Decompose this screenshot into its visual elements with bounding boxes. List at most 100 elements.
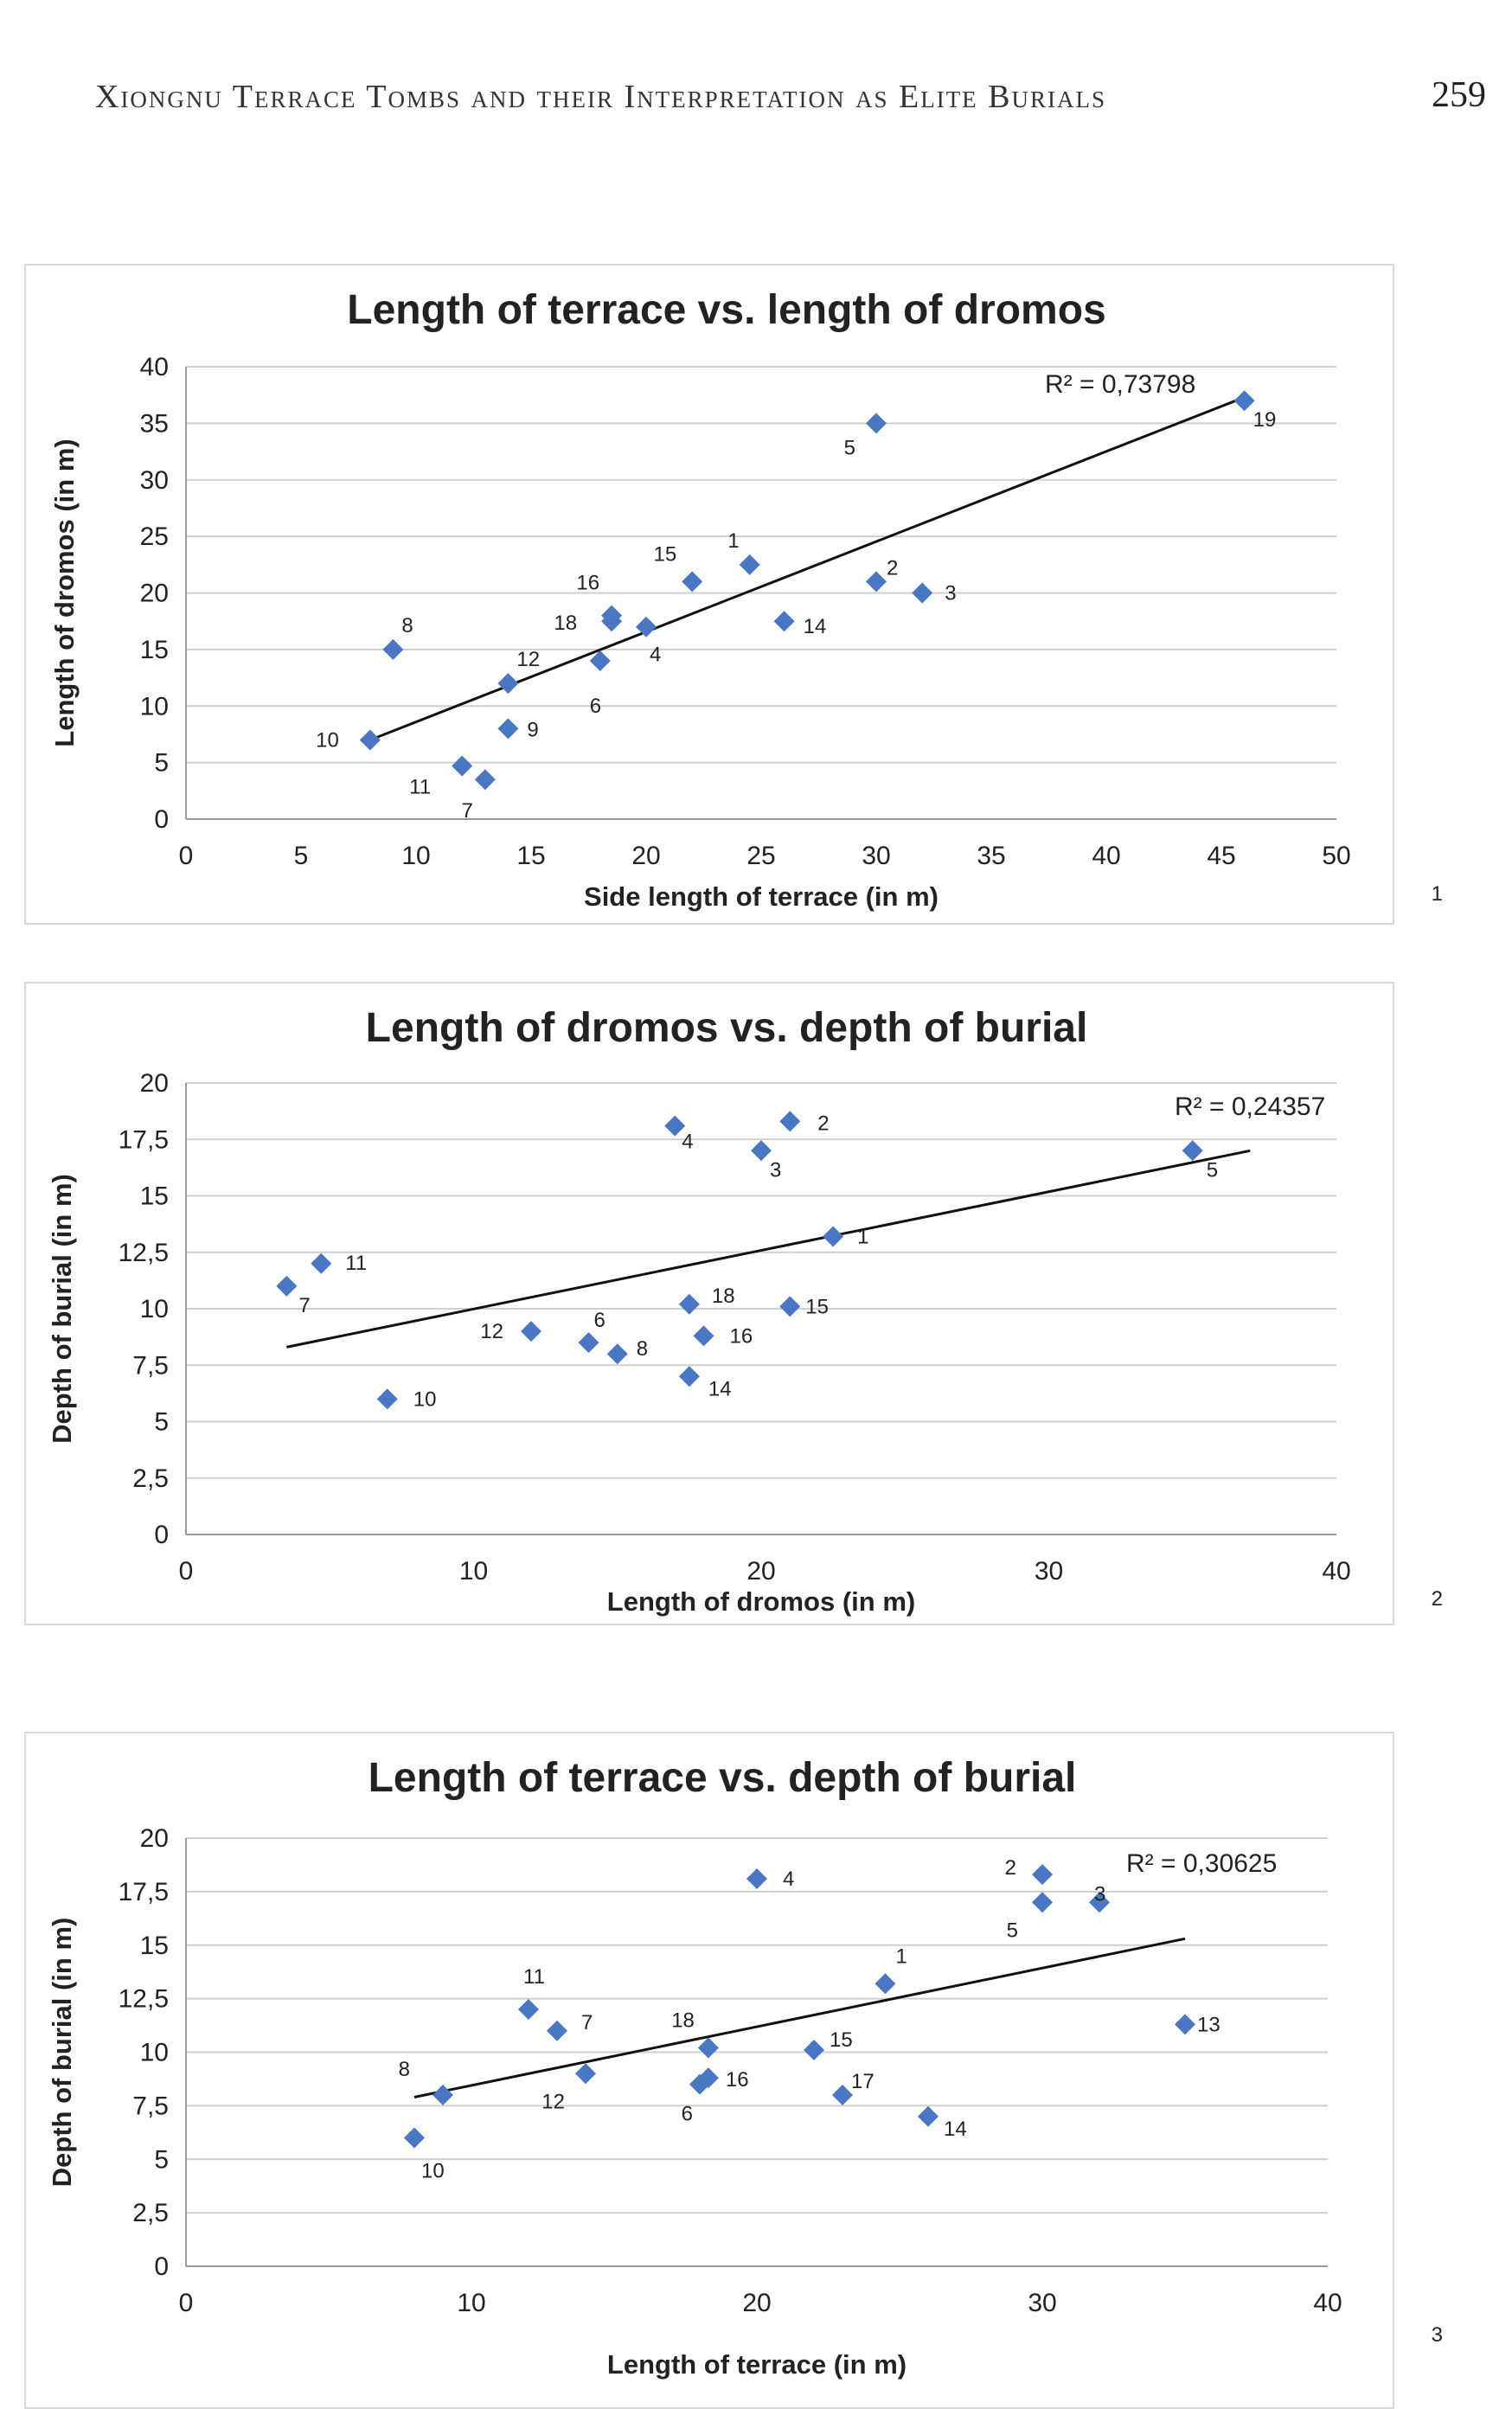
y-tick-label: 5 [154, 749, 169, 778]
data-point-8 [432, 2085, 453, 2105]
point-label-11: 11 [409, 776, 431, 799]
data-point-8 [606, 1343, 628, 1365]
data-point-14 [918, 2105, 939, 2127]
point-label-5: 5 [1207, 1158, 1218, 1182]
x-tick-label: 45 [1207, 842, 1235, 870]
point-label-3: 3 [945, 582, 956, 605]
point-label-1: 1 [857, 1225, 868, 1248]
point-label-18: 18 [671, 2009, 695, 2033]
trendline [286, 1149, 1251, 1349]
point-label-1: 1 [896, 1944, 907, 1968]
y-tick-label: 15 [140, 1932, 169, 1960]
data-point-16 [693, 1325, 714, 1347]
data-point-3 [1089, 1892, 1110, 1913]
chart-3-frame: 0 2,5 5 7,5 10 12,5 15 17,5 20 0 10 20 30 40 Length of… [24, 1732, 1394, 2409]
y-tick-label: 2,5 [132, 1464, 169, 1493]
data-point-5 [1032, 1892, 1053, 1913]
point-label-14: 14 [708, 1377, 732, 1400]
y-tick-label: 15 [140, 1182, 169, 1211]
x-tick-label: 50 [1322, 842, 1350, 870]
y-tick-label: 20 [140, 580, 169, 608]
point-label-4: 4 [682, 1131, 693, 1154]
point-label-15: 15 [653, 542, 676, 566]
x-tick-label: 40 [1322, 1557, 1350, 1586]
point-label-15: 15 [805, 1295, 829, 1318]
running-head: Xiongnu Terrace Tombs and their Interpre… [95, 79, 1107, 115]
data-point-19 [1233, 390, 1255, 412]
point-label-3: 3 [1094, 1882, 1105, 1906]
point-label-15: 15 [830, 2028, 853, 2052]
data-point-15 [804, 2040, 824, 2061]
data-point-11 [518, 1999, 539, 2020]
point-label-7: 7 [581, 2011, 593, 2034]
y-tick-label: 2,5 [132, 2199, 169, 2227]
x-tick-label: 20 [631, 842, 660, 870]
data-point-4 [664, 1115, 686, 1137]
point-label-2: 2 [887, 556, 898, 580]
data-point-11 [452, 755, 473, 777]
x-tick-label: 40 [1092, 842, 1120, 870]
data-point-6 [589, 650, 611, 671]
point-label-6: 6 [590, 695, 601, 718]
point-label-3: 3 [770, 1158, 781, 1182]
chart-title: Length of terrace vs. length of dromos [347, 287, 1105, 333]
data-point-10 [359, 729, 381, 751]
point-label-17: 17 [851, 2070, 875, 2093]
data-point-7 [474, 769, 496, 791]
x-axis-label: Length of dromos (in m) [607, 1586, 915, 1617]
point-label-8: 8 [637, 1337, 648, 1361]
data-point-2 [1032, 1864, 1053, 1886]
y-tick-label: 30 [140, 466, 169, 495]
point-label-2: 2 [1005, 1856, 1016, 1880]
point-label-7: 7 [461, 799, 472, 823]
data-point-8 [382, 638, 404, 660]
point-label-1: 1 [727, 529, 739, 553]
figure-number-2: 2 [1431, 1587, 1443, 1611]
x-tick-label: 40 [1313, 2289, 1342, 2317]
point-label-18: 18 [712, 1285, 735, 1308]
y-tick-label: 5 [154, 2145, 169, 2174]
chart-1-frame: 0 5 10 15 20 25 30 35 40 0 5 10 15 20 25 30 35 40 45 50 Leng… [24, 264, 1394, 925]
point-label-16: 16 [576, 572, 599, 595]
y-tick-label: 40 [140, 353, 169, 381]
data-point-11 [311, 1253, 332, 1274]
chart-title: Length of terrace vs. depth of burial [368, 1755, 1077, 1801]
point-label-8: 8 [401, 614, 413, 637]
data-point-5 [1182, 1140, 1203, 1162]
y-tick-label: 5 [154, 1408, 169, 1437]
data-point-7 [547, 2020, 567, 2041]
data-point-14 [773, 611, 795, 632]
x-tick-label: 10 [457, 2289, 485, 2317]
x-axis-label: Side length of terrace (in m) [584, 881, 939, 912]
x-tick-label: 25 [746, 842, 775, 870]
y-axis-label: Depth of burial (in m) [47, 1174, 77, 1444]
data-point-6 [578, 1332, 599, 1354]
x-tick-label: 30 [862, 842, 890, 870]
x-tick-label: 0 [179, 842, 194, 870]
x-tick-label: 5 [294, 842, 309, 870]
y-tick-label: 7,5 [132, 1351, 169, 1380]
data-point-4 [746, 1868, 767, 1890]
y-tick-label: 0 [154, 2252, 169, 2281]
point-label-12: 12 [516, 648, 540, 671]
point-label-12: 12 [480, 1320, 503, 1343]
data-point-18 [697, 2037, 719, 2059]
y-tick-label: 7,5 [132, 2092, 169, 2120]
point-label-6: 6 [682, 2103, 693, 2126]
data-point-9 [497, 718, 519, 740]
y-tick-label: 12,5 [119, 1985, 169, 2014]
r-squared-label: R² = 0,73798 [1045, 370, 1195, 399]
point-label-4: 4 [783, 1868, 794, 1891]
data-point-7 [276, 1275, 298, 1297]
data-point-3 [912, 582, 933, 604]
y-axis-label: Depth of burial (in m) [47, 1918, 77, 2188]
data-point-16 [697, 2067, 719, 2089]
data-point-12 [497, 673, 519, 695]
point-label-10: 10 [413, 1387, 437, 1411]
data-point-1 [739, 554, 760, 575]
y-tick-label: 25 [140, 522, 169, 551]
y-tick-label: 17,5 [119, 1125, 169, 1154]
point-label-5: 5 [844, 436, 855, 459]
x-axis-label: Length of terrace (in m) [607, 2349, 907, 2380]
